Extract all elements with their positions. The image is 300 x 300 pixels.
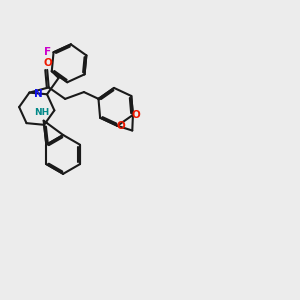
Text: O: O [44,58,52,68]
Text: F: F [44,47,51,57]
Text: NH: NH [34,108,49,117]
Text: O: O [132,110,140,120]
Text: N: N [34,89,42,99]
Text: O: O [116,121,125,131]
